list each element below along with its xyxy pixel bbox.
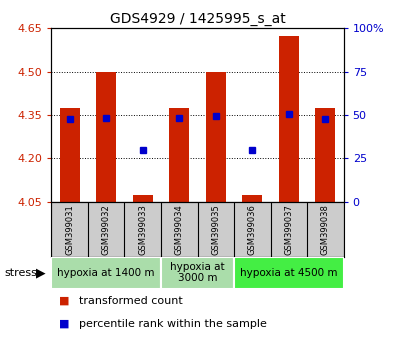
Title: GDS4929 / 1425995_s_at: GDS4929 / 1425995_s_at — [110, 12, 285, 26]
Bar — [161, 257, 234, 289]
Bar — [242, 195, 262, 202]
Text: GSM399035: GSM399035 — [211, 205, 220, 255]
Bar — [96, 72, 116, 202]
Text: GSM399036: GSM399036 — [248, 205, 257, 255]
Bar — [279, 35, 299, 202]
Text: GSM399032: GSM399032 — [102, 205, 111, 255]
Text: GSM399037: GSM399037 — [284, 205, 293, 255]
Bar — [51, 257, 161, 289]
Bar — [133, 195, 153, 202]
Text: GSM399034: GSM399034 — [175, 205, 184, 255]
Text: transformed count: transformed count — [79, 296, 183, 306]
Bar — [169, 108, 189, 202]
Text: GSM399038: GSM399038 — [321, 205, 330, 255]
Text: ▶: ▶ — [36, 266, 45, 279]
Bar — [60, 108, 80, 202]
Bar — [315, 108, 335, 202]
Text: GSM399033: GSM399033 — [138, 205, 147, 255]
Text: hypoxia at 1400 m: hypoxia at 1400 m — [57, 268, 155, 278]
Text: ■: ■ — [59, 319, 70, 329]
Bar — [206, 72, 226, 202]
Text: percentile rank within the sample: percentile rank within the sample — [79, 319, 267, 329]
Text: hypoxia at
3000 m: hypoxia at 3000 m — [170, 262, 225, 284]
Text: hypoxia at 4500 m: hypoxia at 4500 m — [240, 268, 338, 278]
Bar — [234, 257, 344, 289]
Text: stress: stress — [4, 268, 37, 278]
Text: ■: ■ — [59, 296, 70, 306]
Text: GSM399031: GSM399031 — [65, 205, 74, 255]
